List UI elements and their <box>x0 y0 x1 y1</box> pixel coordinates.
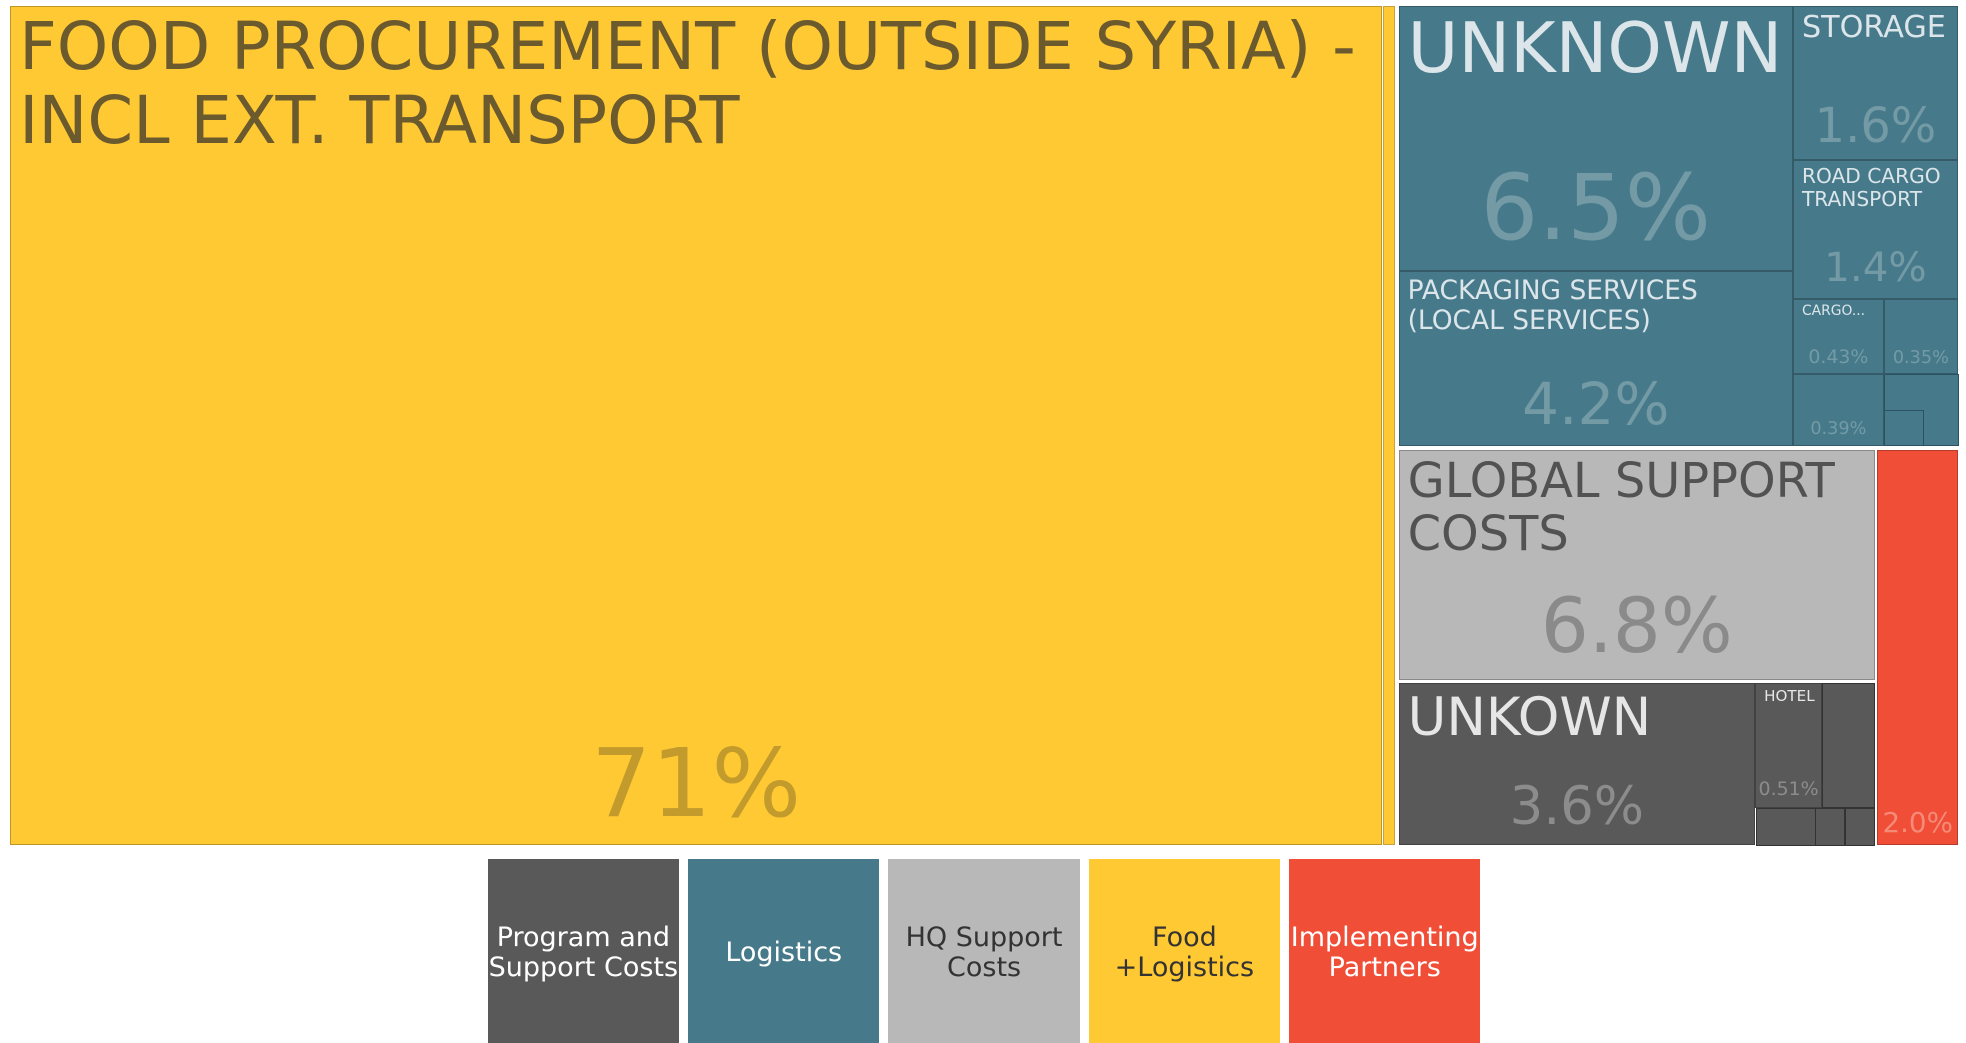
tile: UNKNOWN 6.5% <box>1398 6 1793 271</box>
tile: PACKAGING SERVICES (LOCAL SERVICES) 4.2% <box>1398 270 1793 447</box>
tile-value: 71% <box>591 729 802 840</box>
tile-value: 6.8% <box>1540 582 1733 671</box>
tile: UNKOWN 3.6% <box>1398 682 1756 846</box>
tile-label: CARGO... <box>1801 302 1866 319</box>
tile: 0.39% <box>1792 374 1884 447</box>
legend-item: HQ Support Costs <box>888 859 1080 1043</box>
filler <box>1383 6 1395 845</box>
tile: 0.35% <box>1883 298 1959 375</box>
tile-label: PACKAGING SERVICES (LOCAL SERVICES) <box>1407 274 1698 336</box>
tile-value: 6.5% <box>1480 155 1712 261</box>
tile: 2.0% <box>1877 449 1959 846</box>
tile-value: 4.2% <box>1522 370 1670 439</box>
tile: STORAGE 1.6% <box>1792 6 1959 161</box>
legend-item: Food +Logistics <box>1088 859 1281 1043</box>
tile-label: UNKNOWN <box>1407 9 1783 90</box>
tile-value: 0.39% <box>1810 418 1867 439</box>
tile-value: 2.0% <box>1882 805 1953 839</box>
tile-value: 0.35% <box>1892 348 1949 368</box>
tile-value: 0.43% <box>1808 346 1869 369</box>
tile-label: UNKOWN <box>1407 686 1652 748</box>
tile-value: 0.51% <box>1758 778 1819 801</box>
filler <box>1884 410 1924 446</box>
tile-label: STORAGE <box>1801 10 1946 46</box>
legend-item: Implementing Partners <box>1288 859 1481 1043</box>
tile-label: GLOBAL SUPPORT COSTS <box>1407 453 1835 563</box>
tile: GLOBAL SUPPORT COSTS 6.8% <box>1398 449 1875 681</box>
tile: HOTEL 0.51% <box>1755 682 1822 808</box>
tile-value: 1.6% <box>1814 99 1937 155</box>
tile-label: ROAD CARGO TRANSPORT <box>1801 164 1941 211</box>
tile: FOOD PROCUREMENT (OUTSIDE SYRIA) - INCL … <box>10 6 1383 846</box>
tile-value: 3.6% <box>1509 775 1645 837</box>
tile-label: FOOD PROCUREMENT (OUTSIDE SYRIA) - INCL … <box>19 9 1356 159</box>
tile: ROAD CARGO TRANSPORT 1.4% <box>1792 160 1959 299</box>
legend-item: Logistics <box>687 859 880 1043</box>
tile-label: HOTEL <box>1764 686 1815 705</box>
filler <box>1815 808 1875 846</box>
tile: CARGO... 0.43% <box>1792 298 1884 375</box>
filler <box>1822 683 1875 808</box>
legend-item: Program and Support Costs <box>487 859 680 1043</box>
tile-value: 1.4% <box>1824 243 1927 291</box>
